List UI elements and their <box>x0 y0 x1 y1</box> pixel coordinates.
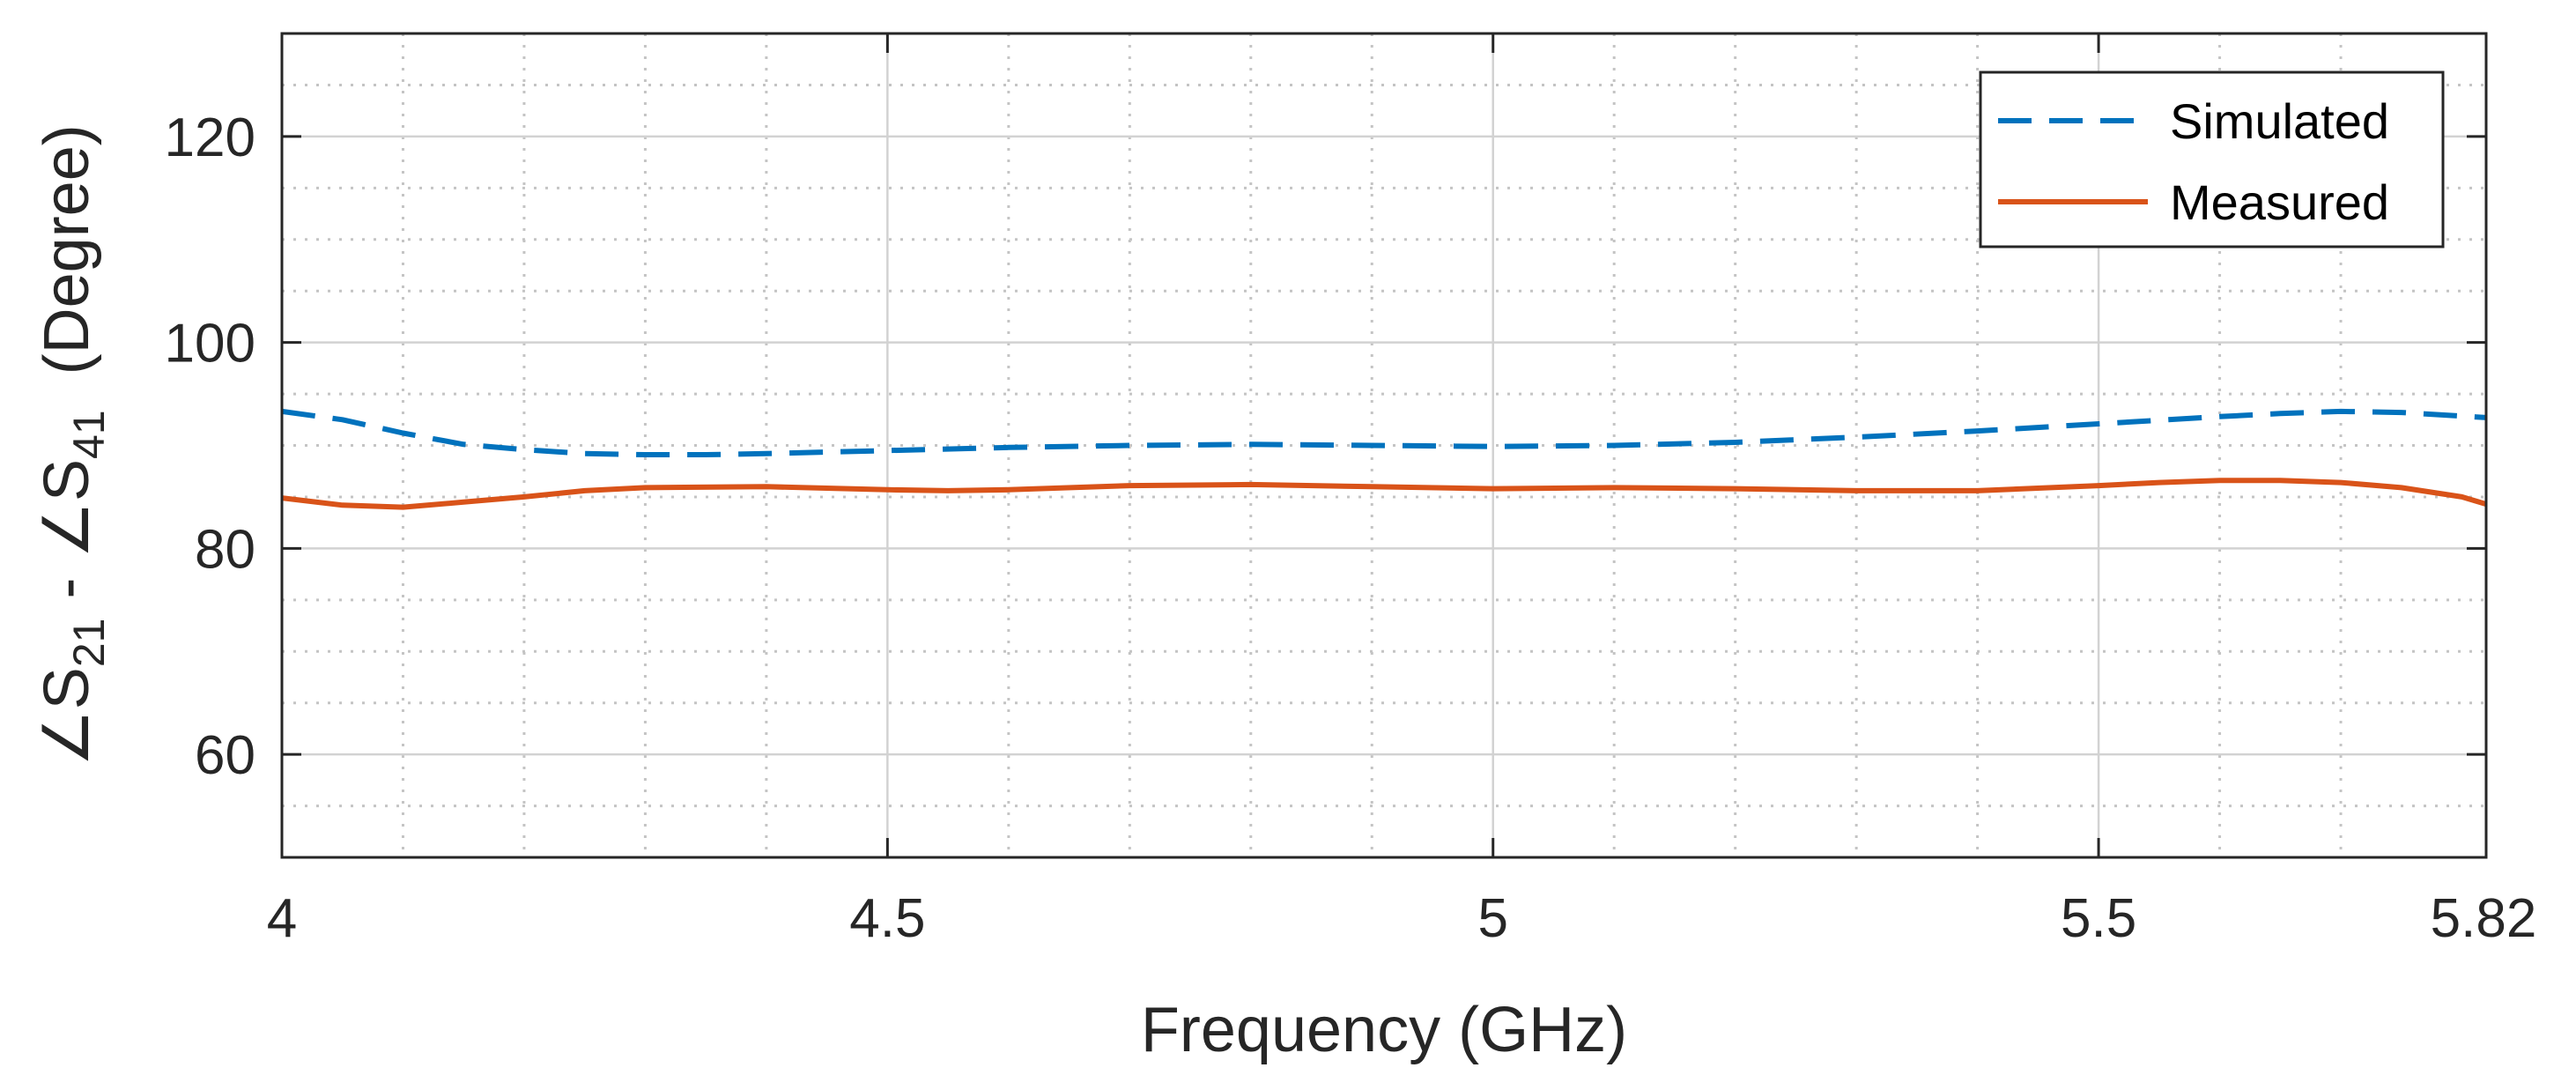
x-tick-label: 5.82 <box>2431 888 2537 949</box>
y-tick-label: 100 <box>165 314 255 374</box>
tick-labels: 4 4.5 5 5.5 5.82 60 80 100 120 <box>165 108 2537 949</box>
ticks <box>280 33 2488 857</box>
series-line-measured <box>281 478 2487 510</box>
y-axis-minus: - <box>32 578 102 599</box>
y-axis-s21: S <box>32 667 102 709</box>
series-layer <box>281 408 2487 510</box>
plot-frame <box>280 32 2488 859</box>
x-axis-title: Frequency (GHz) <box>1141 995 1627 1065</box>
y-axis-sub21: 21 <box>64 619 114 668</box>
y-axis-s41: S <box>32 459 102 501</box>
x-tick-label: 5.5 <box>2061 888 2136 949</box>
y-tick-label: 80 <box>195 519 255 580</box>
y-axis-title: ∠S21-∠S41(Degree) <box>32 124 114 767</box>
x-tick-label: 5 <box>1477 888 1507 949</box>
legend-label-measured: Measured <box>2170 174 2389 230</box>
legend-label-simulated: Simulated <box>2170 93 2389 149</box>
y-axis-angle-symbol-2: ∠ <box>32 501 102 559</box>
legend: Simulated Measured <box>1979 70 2445 248</box>
legend-box <box>1979 70 2445 248</box>
y-axis-angle-symbol: ∠ <box>32 709 102 767</box>
x-tick-label: 4.5 <box>849 888 925 949</box>
y-tick-label: 60 <box>195 725 255 786</box>
series-line-simulated <box>281 408 2487 457</box>
y-axis-unit: (Degree) <box>32 124 102 374</box>
x-tick-label: 4 <box>267 888 297 949</box>
y-tick-label: 120 <box>165 108 255 168</box>
y-axis-sub41: 41 <box>64 410 114 459</box>
